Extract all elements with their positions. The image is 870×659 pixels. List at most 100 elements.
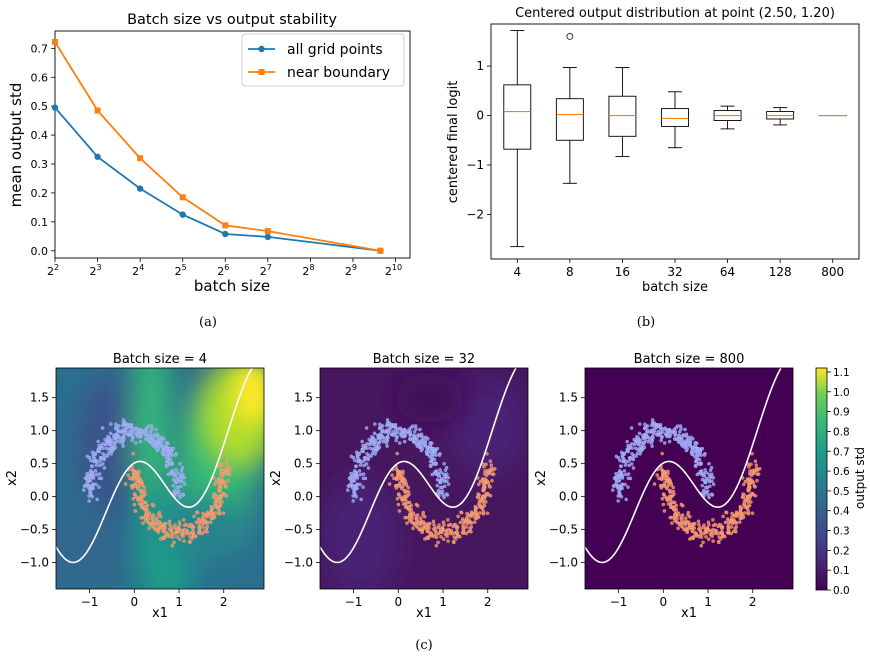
scatter-point [384,428,389,433]
scatter-point [712,527,716,532]
scatter-point [217,500,221,505]
box-32 [661,91,689,149]
scatter-point [139,501,144,506]
scatter-point [732,529,736,534]
y-tick-label: 1.5 [559,391,578,405]
scatter-point [484,462,488,467]
scatter-point [350,485,355,489]
scatter-point [225,463,230,467]
plot-frame [319,367,529,590]
scatter-point [446,518,450,522]
scatter-point [392,476,396,481]
scatter-point [446,539,450,543]
scatter-point [666,469,670,474]
scatter-point [630,446,634,450]
scatter-point [742,482,746,487]
scatter-point [180,529,184,534]
scatter-point [695,455,699,460]
scatter-point [156,530,160,535]
scatter-point [615,485,620,489]
scatter-point [435,483,440,488]
scatter-point [429,464,433,469]
scatter-point [400,484,405,489]
heatmap-region [395,373,465,423]
boxes-group [503,29,847,248]
scatter-point [636,437,640,442]
scatter-point [622,469,627,473]
scatter-point [85,471,89,476]
scatter-point [396,502,401,507]
scatter-point [418,516,423,521]
scatter-point [660,496,665,501]
scatter-point [182,539,186,543]
scatter-point [225,466,230,471]
scatter-point [423,523,427,527]
scatter-point [132,492,137,497]
y-axis-label: mean output std [7,83,25,208]
scatter-point [133,484,138,488]
scatter-point [209,514,213,519]
heatmap-batch-32: −1 0 1 2 −1.0 −0.5 0.0 0.5 1.0 1.5 [284,367,529,609]
scatter-point [352,470,357,475]
scatter-point [188,540,192,545]
scatter-point [622,452,626,457]
scatter-point [659,438,663,443]
scatter-point [704,485,708,490]
y-axis-label: x2 [534,470,549,486]
data-point [264,228,271,235]
scatter-point [371,442,375,446]
legend-entry-near-boundary: near boundary [287,65,390,81]
scatter-point [684,526,688,530]
scatter-point [182,482,187,486]
scatter-point [436,531,441,536]
scatter-point [444,492,449,496]
heatmap-region [320,479,400,589]
scatter-point [349,471,353,476]
scatter-point [456,514,460,519]
legend-frame [241,33,405,87]
scatter-point [357,469,362,473]
scatter-point [701,525,705,530]
scatter-point [172,473,177,478]
scatter-point [753,459,758,463]
x-tick-label: 8 [566,265,574,279]
y-tick-label: 1 [476,59,484,73]
scatter-point [201,511,205,516]
scatter-point [363,457,368,461]
scatter-point [200,525,205,529]
scatter-point [467,529,471,534]
scatter-point [469,510,474,515]
y-axis: −2 −1 0 1 [466,59,491,221]
scatter-point [175,485,179,490]
scatter-point [741,514,745,519]
y-tick-label: 0.5 [559,457,578,471]
scatter-point [170,535,175,539]
x-axis-label: x1 [152,606,168,621]
scatter-point [673,514,677,519]
scatter-point [156,443,161,447]
scatter-point [662,484,667,488]
scatter-point [642,445,647,450]
x-tick-label: 2 [484,595,492,609]
scatter-point [181,479,185,483]
scatter-point [360,448,365,452]
scatter-point [473,514,477,519]
scatter-point [409,519,414,524]
scatter-point [750,469,755,473]
scatter-point [666,432,670,437]
chart-title: Batch size vs output stability [127,12,337,28]
scatter-point [441,492,445,497]
scatter-point [626,472,631,476]
scatter-point [447,527,451,532]
scatter-point [175,470,179,475]
scatter-point [137,496,142,500]
scatter-point [624,497,628,502]
x-axis-label: x1 [416,606,432,621]
x-tick-label: −1 [81,595,99,609]
heatmap-field [585,368,793,589]
scatter-point [424,450,429,454]
y-tick-label: 0.0 [30,490,49,504]
scatter-point [688,523,692,527]
heatmap-region [448,378,528,478]
scatter-point [99,457,104,461]
